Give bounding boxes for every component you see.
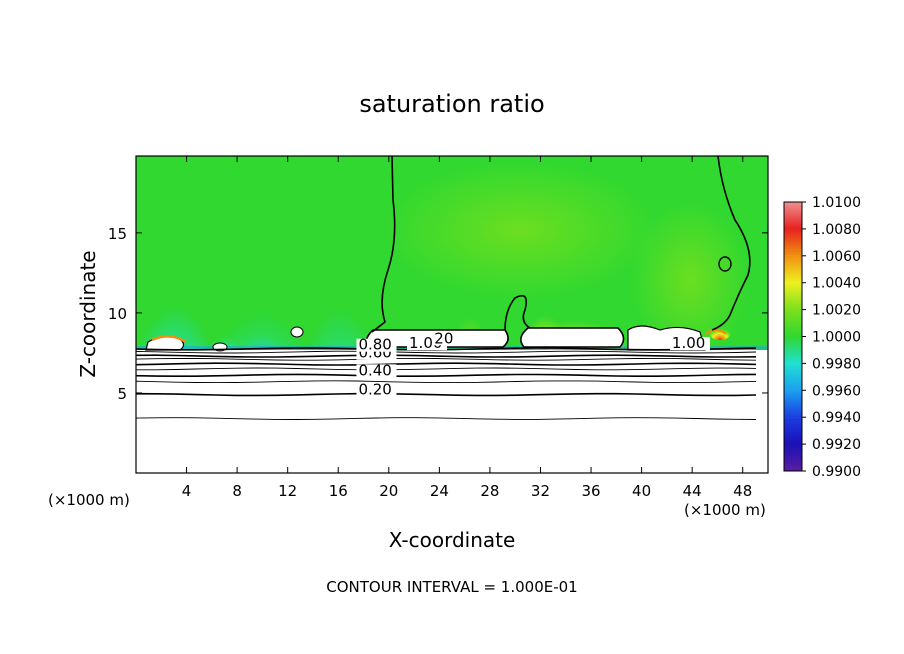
colorbar-label: 1.0000 (812, 330, 861, 346)
y-tick-label: 10 (108, 305, 127, 323)
x-tick-label: 40 (632, 482, 651, 500)
white-patch-tiny (290, 326, 304, 338)
saturation-field: 0.200.400.600.80 1.0020 1.00 (136, 156, 768, 473)
lime-region-upper (380, 160, 660, 300)
colorbar-label: 1.0080 (812, 222, 861, 238)
colorbar-label: 0.9960 (812, 383, 861, 399)
contour-label: 1.00 (672, 334, 705, 352)
contour-line (136, 417, 757, 420)
contour-label-bg (356, 338, 397, 352)
contour-labels: 0.200.400.600.80 1.0020 1.00 (356, 329, 710, 399)
colorbar-label: 0.9940 (812, 410, 861, 426)
colorbar-label: 1.0020 (812, 303, 861, 319)
white-block-2 (520, 327, 625, 348)
colorbar-label: 0.9980 (812, 356, 861, 372)
x-tick-label: 36 (581, 482, 600, 500)
y-axis-label: Z-coordinate (76, 250, 100, 377)
blue-band (136, 346, 768, 350)
x-tick-label: 32 (531, 482, 550, 500)
plot-frame (135, 155, 769, 474)
x-tick-label: 24 (430, 482, 449, 500)
x-tick-label: 20 (379, 482, 398, 500)
colorbar-gradient (784, 390, 802, 418)
x-unit-left: (×1000 m) (48, 491, 130, 509)
colorbar-gradient (784, 363, 802, 391)
x-unit-right: (×1000 m) (684, 501, 766, 519)
chart-title: saturation ratio (359, 90, 544, 118)
contour-label-bg (432, 332, 455, 346)
colorbar-gradient (784, 255, 802, 283)
colorbar: 0.9900 0.9920 0.9940 0.9960 0.9980 1.0000 1.00… (783, 195, 861, 480)
contour-label: 0.20 (358, 381, 391, 399)
contour-interval-footer: CONTOUR INTERVAL = 1.000E-01 (326, 578, 577, 596)
contour-line (136, 373, 757, 377)
x-tick-label: 4 (182, 482, 192, 500)
colorbar-gradient (784, 309, 802, 337)
contour-1-upper-right (711, 156, 751, 331)
x-axis-label: X-coordinate (389, 528, 516, 552)
contour-label-bg (356, 364, 397, 378)
colorbar-label: 1.0040 (812, 276, 861, 292)
x-tick-label: 44 (683, 482, 702, 500)
x-axis: 4 8 12 16 20 24 28 32 36 40 44 48 (182, 156, 752, 500)
x-tick-label: 16 (329, 482, 348, 500)
x-tick-label: 8 (232, 482, 242, 500)
contour-label: 0.40 (358, 361, 391, 379)
colorbar-label: 0.9900 (812, 464, 861, 480)
contour-label-bg (669, 337, 710, 351)
colorbar-gradient (784, 336, 802, 364)
colorbar-label: 1.0100 (812, 195, 861, 211)
contour-1-upper-left (371, 156, 396, 333)
contour-label: 0.80 (358, 336, 391, 354)
colorbar-gradient (784, 228, 802, 256)
contour-line (136, 350, 757, 354)
colorbar-gradient (784, 282, 802, 310)
contour-line (136, 362, 757, 366)
x-tick-label: 48 (733, 482, 752, 500)
contour-label-bg (356, 383, 397, 397)
lower-white-layer (136, 350, 768, 473)
orange-edge-right (705, 328, 727, 335)
x-tick-label: 28 (480, 482, 499, 500)
x-tick-label: 12 (278, 482, 297, 500)
horizontal-contours (136, 347, 757, 420)
y-tick-label: 15 (108, 225, 127, 243)
orange-edge-left (151, 335, 187, 344)
contour-line (136, 392, 757, 397)
contour-label: 20 (434, 329, 453, 347)
colorbar-gradient (784, 417, 802, 445)
colorbar-gradient (784, 202, 802, 229)
colorbar-label: 1.0060 (812, 249, 861, 265)
contour-line (136, 367, 757, 371)
y-axis: 5 10 15 (108, 225, 768, 403)
y-tick-label: 5 (117, 385, 127, 403)
contour-1-loop (718, 256, 732, 272)
contour-1-upper-mid (504, 294, 531, 331)
colorbar-label: 0.9920 (812, 437, 861, 453)
contour-line (136, 380, 757, 384)
contour-line (136, 357, 757, 361)
colorbar-gradient (784, 444, 802, 471)
contour-line (136, 354, 757, 358)
